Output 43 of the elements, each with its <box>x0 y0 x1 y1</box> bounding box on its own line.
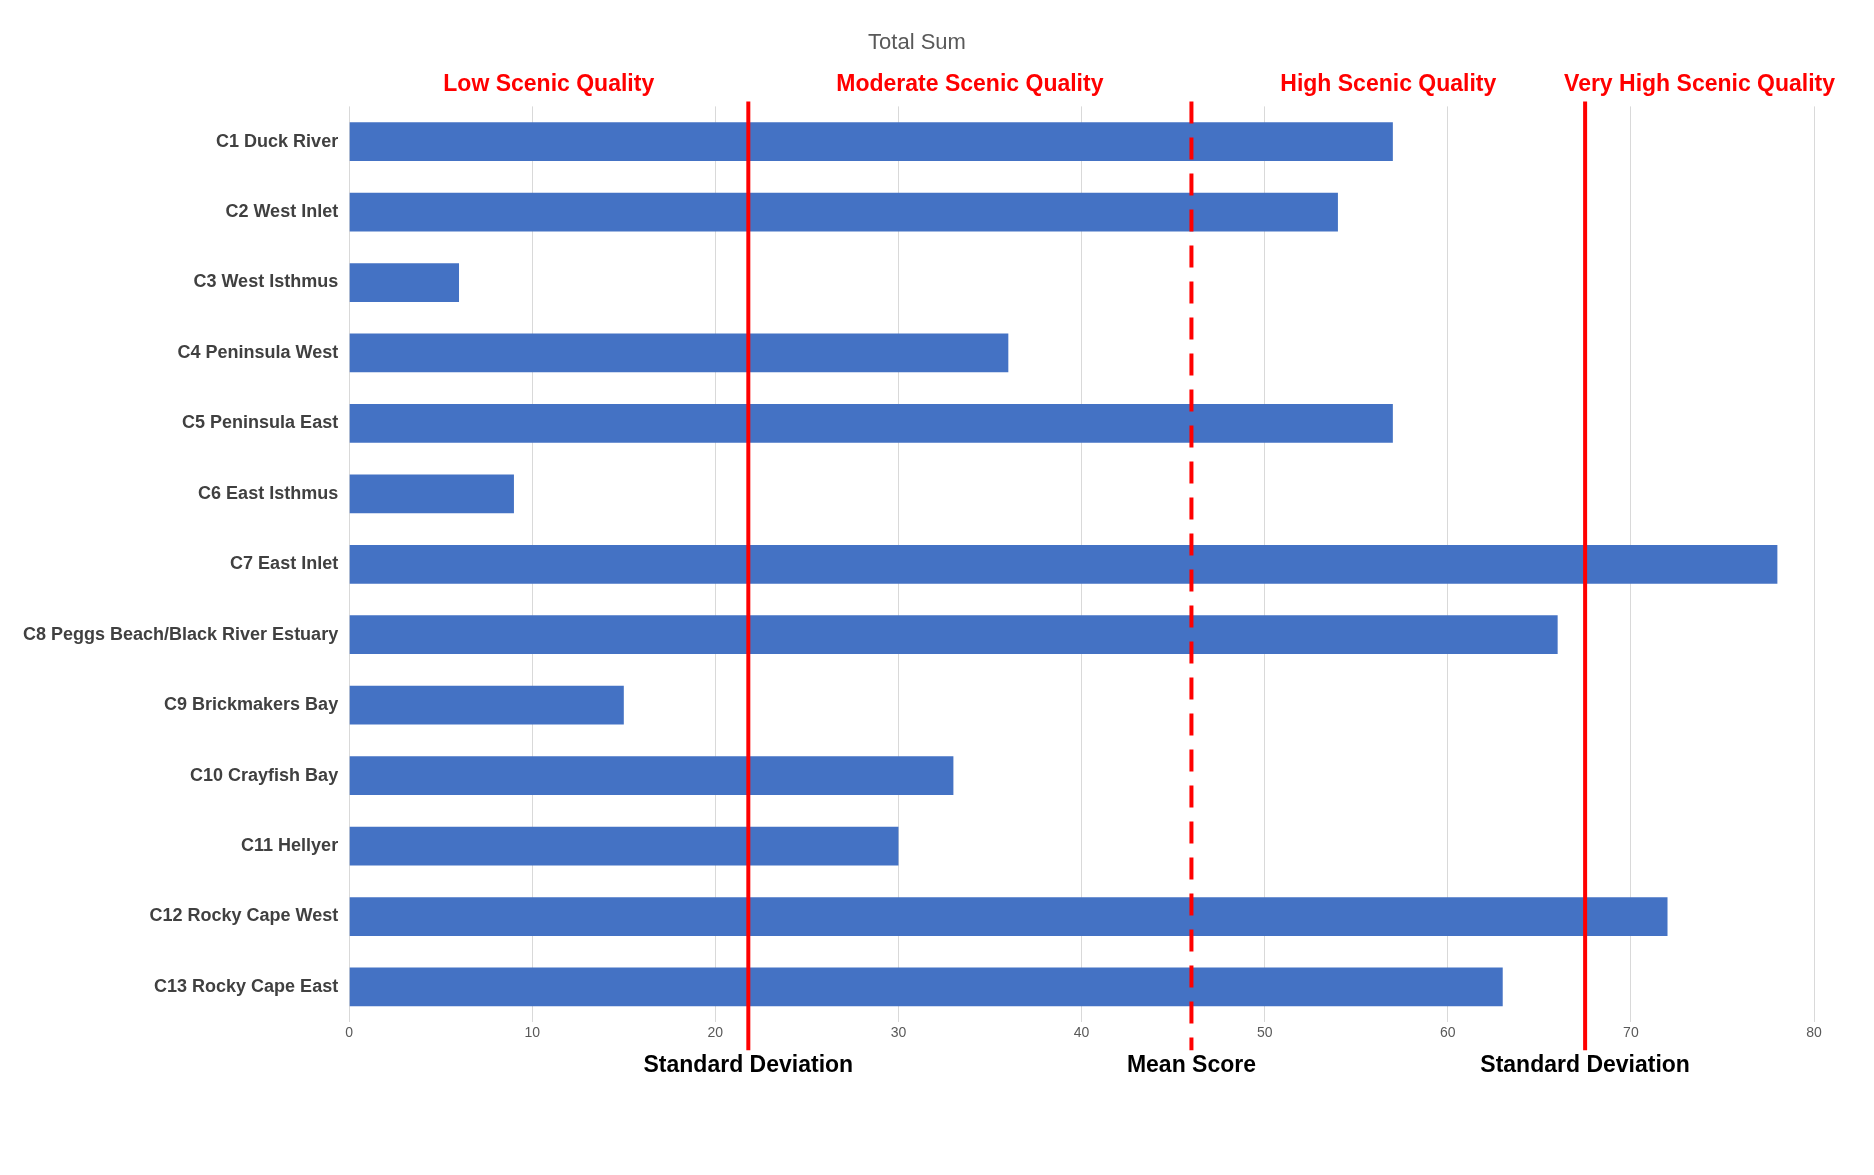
bar <box>349 122 1393 161</box>
ref-line-label: Mean Score <box>1126 1051 1256 1078</box>
chart-title: Total Sum <box>868 29 966 55</box>
y-tick-label: C6 East Isthmus <box>198 482 339 503</box>
x-tick-label: 0 <box>345 1024 354 1041</box>
x-tick-label: 50 <box>1256 1024 1273 1041</box>
ref-line-label: Standard Deviation <box>643 1051 854 1078</box>
y-tick-label: C5 Peninsula East <box>182 412 339 433</box>
bar <box>349 333 1009 373</box>
x-tick-label: 60 <box>1440 1024 1456 1041</box>
y-tick-label: C11 Hellyer <box>241 835 339 856</box>
bar <box>349 474 514 514</box>
bar <box>349 263 460 302</box>
text: Low Scenic Quality <box>443 70 655 97</box>
x-tick-label: 70 <box>1623 1024 1639 1041</box>
y-tick-label: C8 Peggs Beach/Black River Estuary <box>22 623 339 644</box>
x-tick-label: 20 <box>707 1024 724 1041</box>
bar <box>349 826 899 866</box>
ref-line-label: Standard Deviation <box>1480 1051 1690 1078</box>
x-tick-label: 80 <box>1806 1024 1822 1041</box>
y-tick-label: C7 East Inlet <box>230 553 339 574</box>
bar <box>349 756 954 796</box>
bar <box>349 897 1668 936</box>
y-tick-label: C3 West Isthmus <box>193 271 339 292</box>
y-tick-label: C13 Rocky Cape East <box>154 975 339 996</box>
x-tick-label: 40 <box>1073 1024 1090 1041</box>
bar <box>349 967 1503 1007</box>
y-tick-label: C4 Peninsula West <box>177 341 339 362</box>
bar <box>349 615 1558 655</box>
bar <box>349 192 1338 232</box>
y-tick-label: C1 Duck River <box>216 130 339 151</box>
text: Moderate Scenic Quality <box>836 70 1104 97</box>
y-tick-label: C10 Crayfish Bay <box>190 764 339 785</box>
y-tick-label: C12 Rocky Cape West <box>149 905 339 926</box>
text: Very High Scenic Quality <box>1564 70 1836 97</box>
text: High Scenic Quality <box>1280 70 1497 97</box>
y-tick-label: C2 West Inlet <box>225 201 339 222</box>
bar <box>349 544 1778 584</box>
bar <box>349 404 1393 443</box>
x-tick-label: 10 <box>524 1024 541 1041</box>
y-tick-label: C9 Brickmakers Bay <box>164 694 339 715</box>
bar <box>349 685 624 725</box>
x-tick-label: 30 <box>890 1024 907 1041</box>
